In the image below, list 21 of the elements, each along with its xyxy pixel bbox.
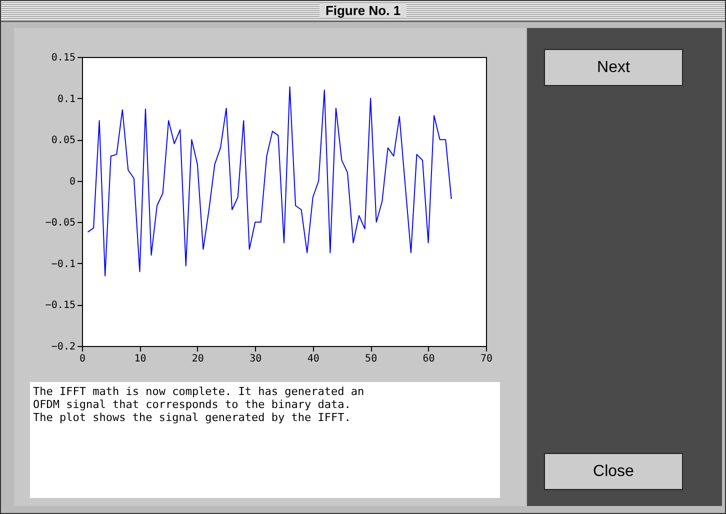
text: Close bbox=[544, 453, 683, 490]
x-tick-label: 30 bbox=[250, 354, 262, 364]
y-tick-label: −0.1 bbox=[51, 258, 76, 270]
text: Next bbox=[544, 49, 683, 86]
y-tick-label: 0.1 bbox=[57, 94, 76, 105]
x-tick-label: 40 bbox=[307, 354, 320, 364]
y-tick-label: 0.05 bbox=[51, 135, 76, 146]
text: The IFFT math is now complete. It has generated an OFDM signal that corresponds to the binary data. The plot shows the signal generated by the IFFT. bbox=[30, 382, 500, 498]
y-tick-label: −0.05 bbox=[45, 218, 76, 229]
x-tick-label: 20 bbox=[192, 354, 204, 364]
y-tick-label: 0.15 bbox=[51, 52, 76, 64]
x-tick-label: 0 bbox=[79, 354, 86, 364]
y-tick-label: 0 bbox=[69, 176, 76, 188]
y-tick-label: −0.2 bbox=[51, 342, 76, 352]
x-tick-label: 70 bbox=[480, 354, 493, 364]
x-tick-label: 50 bbox=[365, 354, 378, 364]
y-tick-label: −0.15 bbox=[45, 300, 76, 312]
x-tick-label: 10 bbox=[134, 354, 146, 364]
chart-title: Figure No. 1 bbox=[319, 3, 407, 18]
line-series bbox=[87, 86, 452, 276]
x-tick-label: 60 bbox=[422, 354, 435, 364]
